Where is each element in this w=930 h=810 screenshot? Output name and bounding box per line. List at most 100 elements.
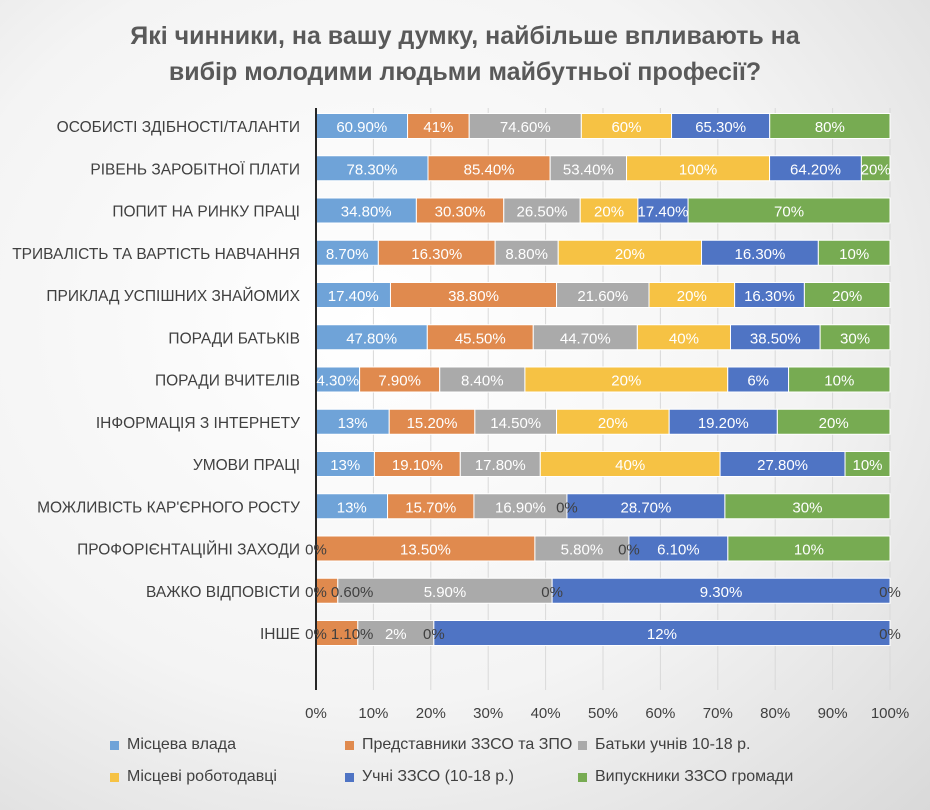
category-label: ПРОФОРІЄНТАЦІЙНІ ЗАХОДИ xyxy=(77,541,300,559)
data-label: 17.80% xyxy=(475,457,526,474)
legend-swatch xyxy=(110,740,119,750)
data-label: 74.60% xyxy=(500,119,551,136)
bar-segment xyxy=(817,239,891,266)
bar-segment xyxy=(439,366,526,393)
data-label: 7.90% xyxy=(378,373,421,390)
data-label: 8.40% xyxy=(461,373,504,390)
x-tick-label: 0% xyxy=(305,705,327,722)
legend-label: Представники ЗЗСО та ЗПО xyxy=(362,736,573,753)
data-label: 20% xyxy=(594,204,624,221)
data-label: 0% xyxy=(305,626,327,643)
data-label: 8.70% xyxy=(326,246,369,263)
bar-segment xyxy=(626,155,771,182)
bar-segment xyxy=(727,366,790,393)
legend-swatch xyxy=(578,740,587,750)
data-label: 40% xyxy=(669,330,699,347)
data-label: 0% xyxy=(305,542,327,559)
data-label: 14.50% xyxy=(490,415,541,432)
legend-item: Учні ЗЗСО (10-18 р.) xyxy=(345,768,514,786)
data-label: 13.50% xyxy=(400,542,451,559)
data-label: 16.30% xyxy=(734,246,785,263)
data-label: 60.90% xyxy=(336,119,387,136)
data-label: 13% xyxy=(330,457,360,474)
category-label: РІВЕНЬ ЗАРОБІТНОЇ ПЛАТИ xyxy=(90,161,300,178)
data-label: 0% xyxy=(618,542,640,559)
category-label: ТРИВАЛІСТЬ ТА ВАРТІСТЬ НАВЧАННЯ xyxy=(12,246,300,263)
data-label: 2% xyxy=(385,626,407,643)
chart-title: Які чинники, на вашу думку, найбільше вп… xyxy=(0,18,930,90)
legend-swatch xyxy=(578,772,587,782)
data-label: 20% xyxy=(819,415,849,432)
bar-segment xyxy=(388,408,476,435)
data-label: 13% xyxy=(337,499,367,516)
bar-segment xyxy=(860,155,891,182)
data-label: 20% xyxy=(611,373,641,390)
data-label: 85.40% xyxy=(464,161,515,178)
data-label: 1.10% xyxy=(331,626,374,643)
bar-segment xyxy=(724,493,891,520)
category-label: ПОРАДИ ВЧИТЕЛІВ xyxy=(155,373,300,390)
bar-segment xyxy=(315,282,391,308)
x-tick-label: 50% xyxy=(588,705,618,722)
data-label: 10% xyxy=(794,542,824,559)
legend-item: Представники ЗЗСО та ЗПО xyxy=(345,736,572,754)
bar-segment xyxy=(433,620,891,646)
data-label: 38.80% xyxy=(448,288,499,305)
data-label: 20% xyxy=(861,161,891,178)
data-label: 70% xyxy=(774,204,804,221)
data-label: 53.40% xyxy=(563,161,614,178)
data-label: 10% xyxy=(853,457,883,474)
bar-segment xyxy=(727,535,891,562)
bar-segment xyxy=(819,324,891,351)
bar-segment xyxy=(315,155,429,182)
data-label: 28.70% xyxy=(620,499,671,516)
data-label: 27.80% xyxy=(757,457,808,474)
category-label: МОЖЛИВІСТЬ КАР'ЄРНОГО РОСТУ xyxy=(37,499,300,516)
data-label: 30% xyxy=(792,499,822,516)
data-label: 100% xyxy=(679,161,717,178)
data-label: 19.20% xyxy=(698,415,749,432)
data-label: 12% xyxy=(647,626,677,643)
data-label: 64.20% xyxy=(790,161,841,178)
bar-segment xyxy=(524,366,729,393)
data-label: 65.30% xyxy=(695,119,746,136)
x-tick-label: 90% xyxy=(818,705,848,722)
legend-item: Місцеві роботодавці xyxy=(110,768,277,786)
category-label: ПОРАДИ БАТЬКІВ xyxy=(168,330,300,347)
legend-swatch xyxy=(345,772,354,782)
x-tick-label: 10% xyxy=(358,705,388,722)
bar-segment xyxy=(387,493,475,520)
x-tick-label: 70% xyxy=(703,705,733,722)
data-label: 6.10% xyxy=(657,542,700,559)
data-label: 0% xyxy=(541,584,563,601)
data-label: 45.50% xyxy=(455,330,506,347)
bar-segment xyxy=(468,113,582,139)
data-label: 34.80% xyxy=(341,204,392,221)
bar-segment xyxy=(803,282,891,308)
data-label: 41% xyxy=(423,119,453,136)
bar-segment xyxy=(389,282,558,308)
bar-segment xyxy=(474,408,558,435)
bar-segment xyxy=(551,577,891,604)
data-label: 0% xyxy=(879,584,901,601)
data-label: 20% xyxy=(832,288,862,305)
data-label: 0% xyxy=(556,499,578,516)
data-label: 16.30% xyxy=(744,288,795,305)
data-label: 78.30% xyxy=(347,161,398,178)
data-label: 10% xyxy=(824,373,854,390)
x-tick-label: 80% xyxy=(760,705,790,722)
legend-item: Місцева влада xyxy=(110,736,236,754)
data-label: 0% xyxy=(423,626,445,643)
x-tick-label: 40% xyxy=(531,705,561,722)
data-label: 15.70% xyxy=(405,499,456,516)
data-label: 15.20% xyxy=(407,415,458,432)
bar-segment xyxy=(636,324,731,351)
stacked-bar-chart: 0% 10% 20% 30% 40% 50% 60% 70% 80% 90% 100% ОСОБИСТ… xyxy=(12,108,909,722)
legend-label: Місцева влада xyxy=(127,736,237,753)
data-label: 17.40% xyxy=(328,288,379,305)
data-label: 6% xyxy=(747,373,769,390)
bar-segment xyxy=(315,324,428,351)
data-label: 0% xyxy=(879,626,901,643)
legend-item: Випускники ЗЗСО громади xyxy=(578,768,793,786)
bar-segment xyxy=(473,493,568,520)
